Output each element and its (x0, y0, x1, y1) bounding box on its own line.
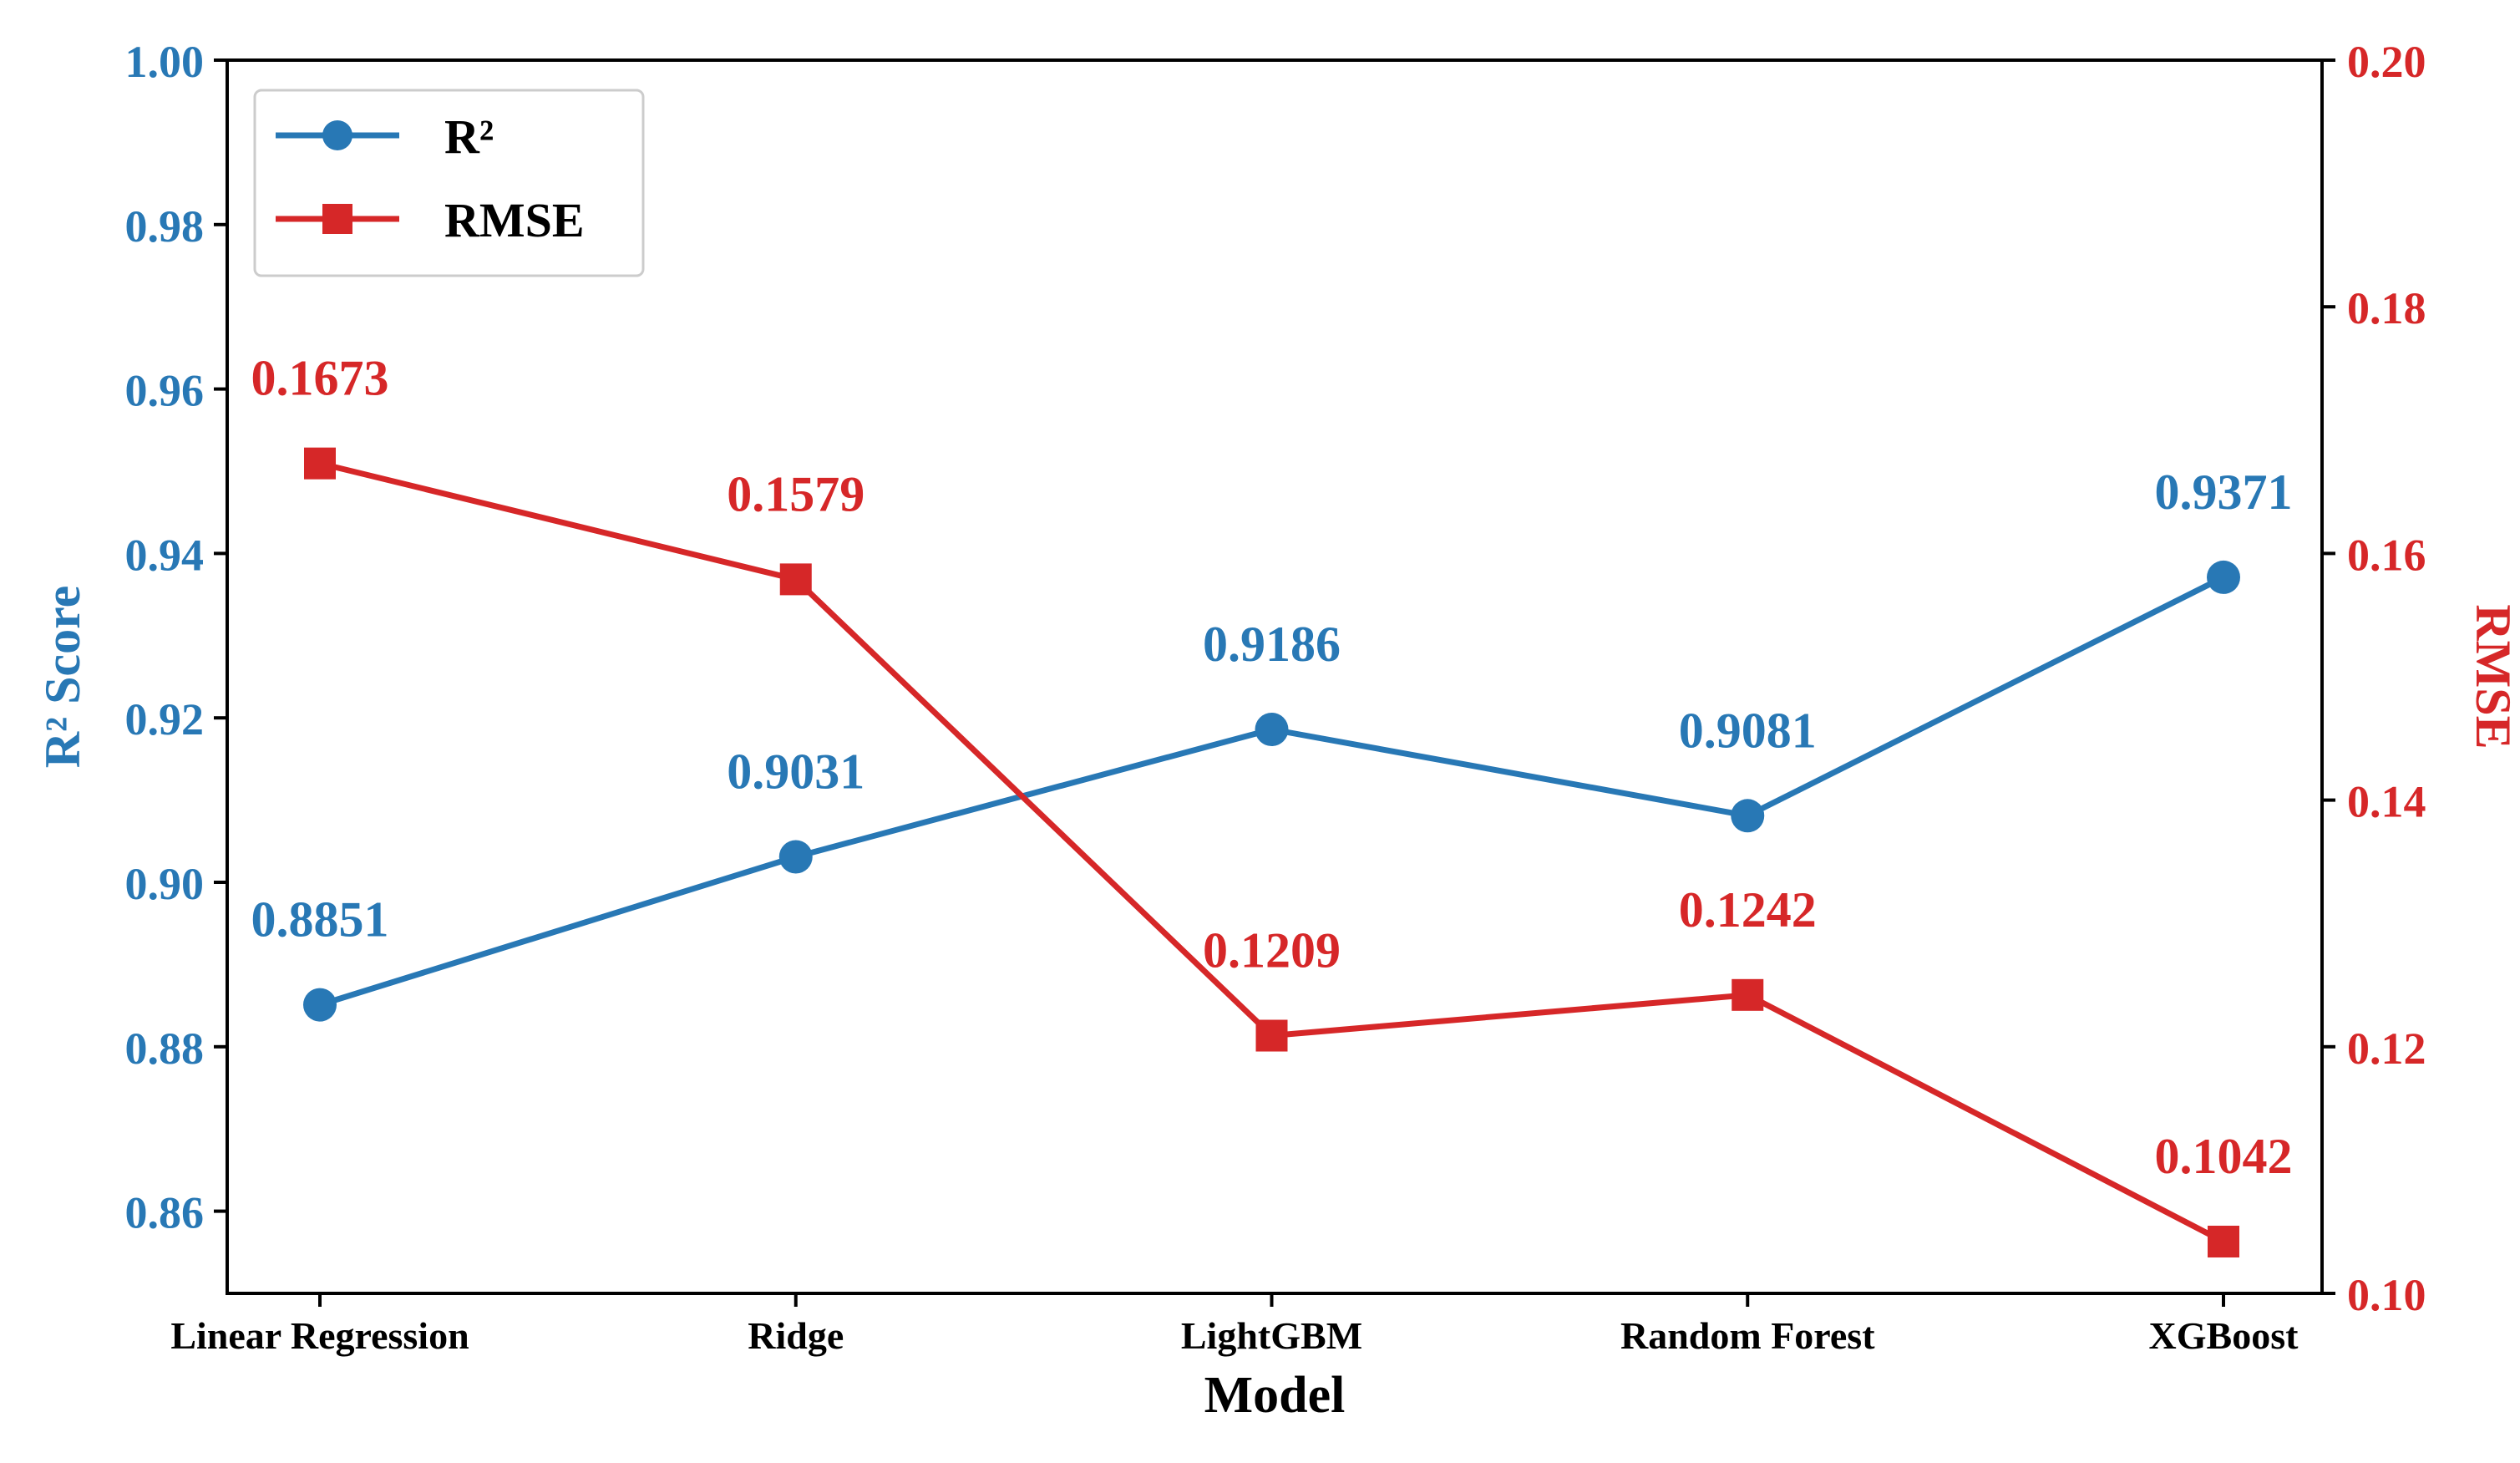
right-tick-label: 0.12 (2347, 1024, 2426, 1074)
x-tick-label: Random Forest (1620, 1314, 1875, 1357)
left-axis-ticks: 0.86 0.88 0.90 0.92 0.94 0.96 0.98 1.00 (125, 37, 227, 1238)
left-tick-label: 0.88 (125, 1024, 205, 1074)
r2-data-label: 0.9371 (2155, 465, 2293, 520)
left-tick-label: 0.86 (125, 1188, 205, 1238)
r2-point (2207, 560, 2240, 594)
legend-marker-r2 (322, 120, 352, 150)
rmse-data-label: 0.1579 (727, 466, 865, 521)
r2-data-label: 0.8851 (251, 892, 389, 947)
left-tick-label: 0.92 (125, 694, 205, 744)
series-line-rmse (319, 460, 2225, 1245)
legend-entry-r2: R² (276, 109, 494, 164)
x-tick-label: LightGBM (1181, 1314, 1362, 1357)
data-labels: 0.8851 0.9031 0.9186 0.9081 0.9371 0.1673 0.15… (251, 351, 2293, 1184)
rmse-point (1732, 978, 1764, 1011)
r2-data-label: 0.9081 (1679, 703, 1817, 758)
right-tick-label: 0.20 (2347, 37, 2426, 87)
rmse-point (2208, 1226, 2239, 1258)
x-tick-label: Ridge (748, 1314, 844, 1357)
left-y-axis-title: R² Score (35, 586, 90, 769)
r2-point (778, 840, 813, 874)
plot-frame (226, 58, 2324, 1295)
rmse-data-label: 0.1209 (1203, 923, 1341, 978)
legend-label-r2: R² (444, 109, 494, 164)
legend-label-rmse: RMSE (444, 193, 585, 247)
legend-entry-rmse: RMSE (276, 193, 585, 247)
r2-data-label: 0.9186 (1203, 617, 1341, 672)
right-axis-ticks: 0.10 0.12 0.14 0.16 0.18 0.20 (2322, 37, 2426, 1320)
legend: R² RMSE (253, 89, 645, 277)
r2-point (1731, 799, 1765, 833)
r2-point (1255, 712, 1289, 746)
right-tick-label: 0.16 (2347, 530, 2426, 580)
rmse-data-label: 0.1673 (251, 351, 389, 406)
right-tick-label: 0.18 (2347, 283, 2426, 333)
rmse-point (1255, 1019, 1288, 1052)
rmse-point (779, 563, 812, 596)
legend-marker-rmse (322, 204, 352, 234)
left-tick-label: 0.98 (125, 201, 205, 251)
x-tick-label: Linear Regression (170, 1314, 469, 1357)
left-tick-label: 0.90 (125, 859, 205, 909)
r2-data-label: 0.9031 (727, 744, 865, 799)
x-axis-ticks: Linear Regression Ridge LightGBM Random For… (170, 1293, 2299, 1357)
right-tick-label: 0.14 (2347, 777, 2426, 827)
rmse-data-label: 0.1242 (1679, 882, 1817, 937)
left-tick-label: 1.00 (125, 37, 205, 87)
right-tick-label: 0.10 (2347, 1270, 2426, 1320)
left-tick-label: 0.94 (125, 530, 205, 580)
rmse-point (304, 447, 336, 480)
rmse-data-label: 0.1042 (2155, 1129, 2293, 1184)
left-tick-label: 0.96 (125, 366, 205, 416)
r2-point (303, 988, 337, 1022)
x-axis-title: Model (1204, 1367, 1346, 1424)
right-y-axis-title: RMSE (2466, 604, 2520, 749)
x-tick-label: XGBoost (2149, 1314, 2299, 1357)
series-layer (303, 447, 2240, 1258)
